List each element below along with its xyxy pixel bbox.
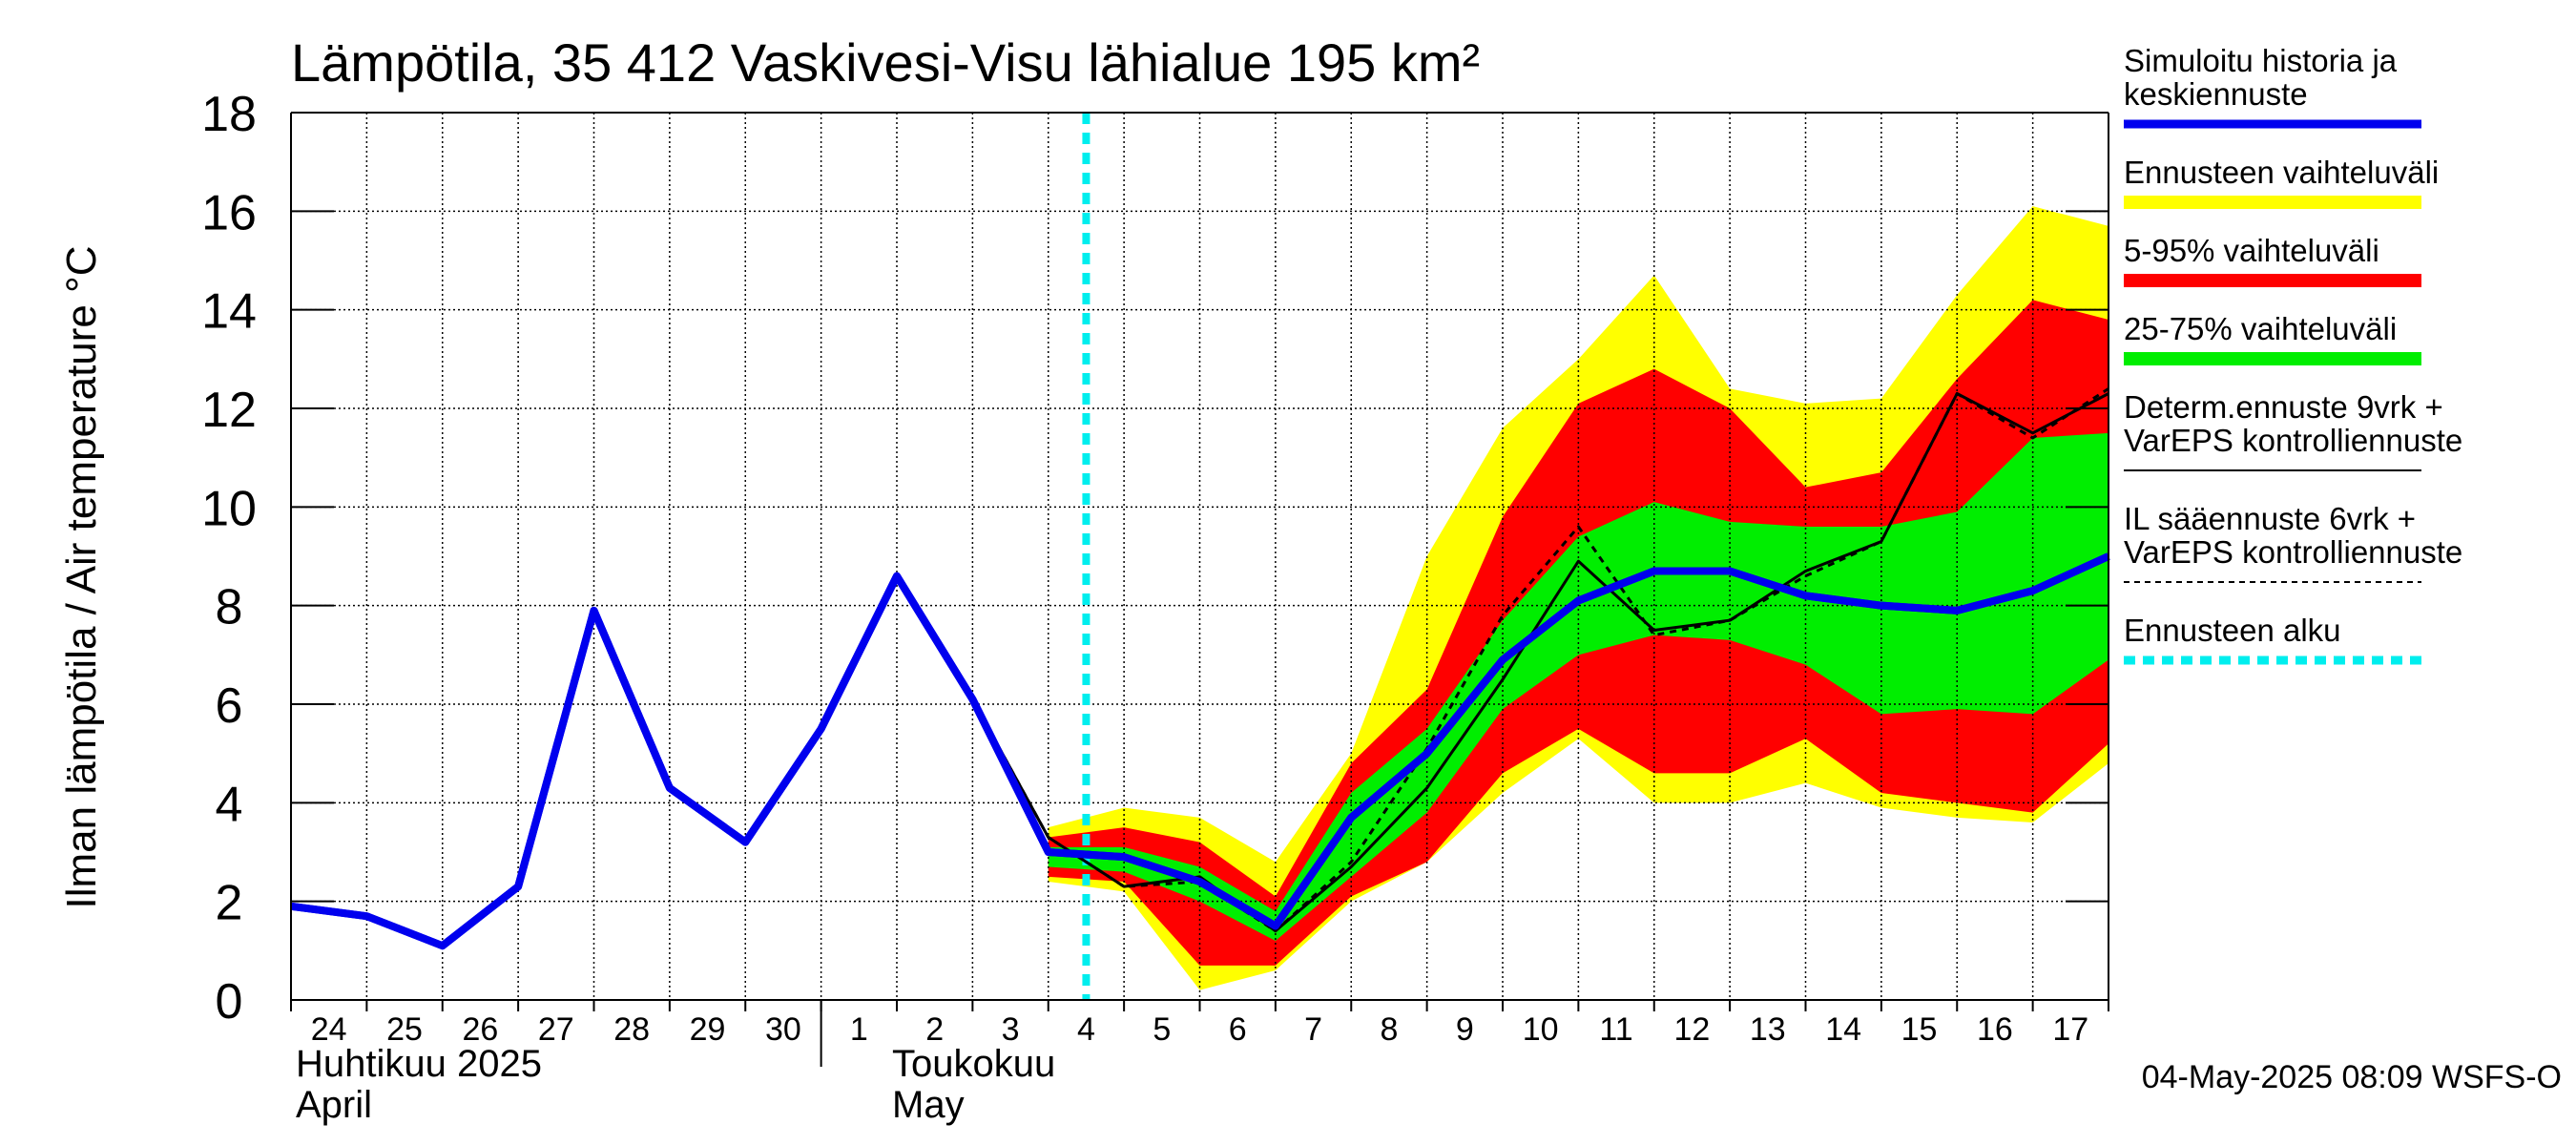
y-tick-label: 2 <box>216 876 243 931</box>
legend-label: IL sääennuste 6vrk + <box>2124 501 2416 536</box>
y-tick-label: 16 <box>201 185 257 240</box>
legend-label: VarEPS kontrolliennuste <box>2124 423 2462 458</box>
x-tick-label: 12 <box>1674 1011 1711 1048</box>
x-tick-label: 1 <box>850 1011 868 1048</box>
legend-label: Determ.ennuste 9vrk + <box>2124 389 2443 425</box>
x-tick-label: 13 <box>1750 1011 1786 1048</box>
timestamp-footer: 04-May-2025 08:09 WSFS-O <box>2142 1059 2562 1095</box>
x-tick-label: 2 <box>925 1011 944 1048</box>
y-tick-label: 12 <box>201 383 257 438</box>
x-tick-label: 7 <box>1304 1011 1322 1048</box>
x-tick-label: 16 <box>1977 1011 2013 1048</box>
x-tick-label: 25 <box>386 1011 423 1048</box>
month-label-en: April <box>296 1084 372 1126</box>
series-layer <box>290 113 2110 1000</box>
x-tick-label: 27 <box>538 1011 574 1048</box>
month-label-en: May <box>892 1084 965 1126</box>
legend-label: 5-95% vaihteluväli <box>2124 233 2379 268</box>
y-axis-label: Ilman lämpötila / Air temperature °C <box>58 246 105 909</box>
x-tick-label: 11 <box>1599 1011 1632 1048</box>
series-line-il-forecast <box>895 387 2109 933</box>
x-tick-label: 5 <box>1153 1011 1171 1048</box>
x-tick-label: 24 <box>311 1011 347 1048</box>
x-tick-label: 4 <box>1077 1011 1095 1048</box>
legend-label: Ennusteen alku <box>2124 613 2341 648</box>
x-tick-label: 15 <box>1901 1011 1938 1048</box>
legend-label: Ennusteen vaihteluväli <box>2124 155 2439 190</box>
x-tick-label: 28 <box>613 1011 650 1048</box>
month-label-fi: Huhtikuu 2025 <box>296 1043 542 1085</box>
month-label-fi: Toukokuu <box>892 1043 1055 1085</box>
series-line-history-mean-top <box>290 552 2110 950</box>
x-tick-label: 6 <box>1229 1011 1247 1048</box>
x-tick-label: 3 <box>1002 1011 1020 1048</box>
x-tick-label: 14 <box>1825 1011 1861 1048</box>
x-tick-label: 17 <box>2052 1011 2088 1048</box>
y-tick-label: 4 <box>216 777 243 832</box>
x-tick-label: 30 <box>765 1011 801 1048</box>
y-tick-label: 18 <box>201 87 257 142</box>
x-tick-label: 8 <box>1380 1011 1398 1048</box>
grid-layer <box>291 112 2109 1001</box>
y-tick-label: 14 <box>201 284 257 340</box>
legend-label: Simuloitu historia ja <box>2124 43 2398 78</box>
y-tick-label: 6 <box>216 678 243 734</box>
chart-title: Lämpötila, 35 412 Vaskivesi-Visu lähialu… <box>291 32 1480 93</box>
y-tick-label: 8 <box>216 580 243 635</box>
legend-label: VarEPS kontrolliennuste <box>2124 534 2462 570</box>
legend-label: keskiennuste <box>2124 76 2308 112</box>
legend-label: 25-75% vaihteluväli <box>2124 311 2397 346</box>
x-tick-label: 10 <box>1523 1011 1559 1048</box>
x-tick-label: 29 <box>690 1011 726 1048</box>
y-tick-label: 0 <box>216 974 243 1030</box>
x-tick-label: 9 <box>1456 1011 1474 1048</box>
x-tick-label: 26 <box>463 1011 499 1048</box>
y-tick-label: 10 <box>201 481 257 536</box>
